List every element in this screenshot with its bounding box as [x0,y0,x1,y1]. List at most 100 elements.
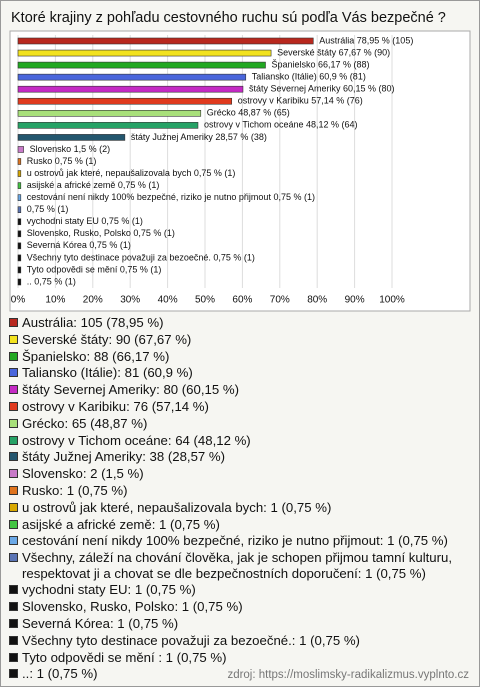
legend-item: ostrovy v Karibiku: 76 (57,14 %) [9,399,471,414]
bar [17,170,22,177]
bar [17,230,22,238]
bar [17,194,22,201]
legend-label: Severná Kórea: 1 (0,75 %) [22,615,179,631]
legend-swatch [9,401,18,411]
x-tick-label: 0% [11,295,26,306]
legend-item: Severské štáty: 90 (67,67 %) [9,332,471,347]
legend-swatch [9,435,18,445]
legend-label: cestování není nikdy 100% bezpečné, rizi… [22,533,448,549]
source: zdroj: https://moslimsky-radikalizmus.vy… [227,669,469,681]
data-label: cestování není nikdy 100% bezpečné, rizi… [27,192,315,202]
legend-item: Rusko: 1 (0,75 %) [9,483,471,498]
x-tick-label: 30% [120,295,140,306]
legend-item: Tyto odpovědi se mění : 1 (0,75 %) [9,650,471,665]
bar [17,122,199,129]
bar [17,278,22,286]
chart-title: Ktoré krajiny z pohľadu cestovného ruchu… [11,10,446,26]
legend-swatch [9,669,18,679]
legend-swatch [9,602,18,612]
legend-label: štáty Južnej Ameriky: 38 (28,57 %) [22,449,226,465]
data-label: Slovensko 1,5 % (2) [30,144,111,154]
legend-label: Rusko: 1 (0,75 %) [22,482,128,498]
legend-item: Všechny tyto destinace považuji za bezoe… [9,633,471,648]
legend-label: u ostrovů jak které, nepaušalizovala byc… [22,499,332,515]
legend-label: vychodni staty EU: 1 (0,75 %) [22,582,196,598]
x-tick-label: 100% [379,295,405,306]
bar [17,134,126,141]
data-label: vychodni staty EU 0,75 % (1) [27,216,143,226]
data-label: Taliansko (Itálie) 60,9 % (81) [252,72,366,82]
legend-swatch [9,553,18,563]
data-label: Rusko 0,75 % (1) [27,156,97,166]
legend-swatch [9,452,18,462]
legend-label: Slovensko: 2 (1,5 %) [22,466,144,482]
bar [17,73,247,81]
legend-item: Slovensko: 2 (1,5 %) [9,466,471,481]
legend-swatch [9,652,18,662]
data-label: asijské a africké země 0,75 % (1) [27,180,160,190]
bar [17,49,272,57]
legend-swatch [9,351,18,361]
data-label: u ostrovů jak které, nepaušalizovala byc… [27,168,236,178]
data-label: štáty Južnej Ameriky 28,57 % (38) [131,132,267,142]
data-label: ostrovy v Tichom oceáne 48,12 % (64) [204,120,358,130]
legend-item: Španielsko: 88 (66,17 %) [9,349,471,364]
legend-label: Všechny tyto destinace považuji za bezoe… [22,632,360,648]
legend-item: štáty Južnej Ameriky: 38 (28,57 %) [9,449,471,464]
legend-label: Taliansko (Itálie): 81 (60,9 %) [22,365,193,381]
data-label: 0,75 % (1) [27,204,69,214]
legend-swatch [9,418,18,428]
legend-swatch [9,385,18,395]
legend-swatch [9,585,18,595]
legend-swatch [9,334,18,344]
bar [17,206,22,213]
data-label: Severské štáty 67,67 % (90) [277,47,390,57]
x-tick-label: 90% [345,295,365,306]
bar [17,254,22,262]
legend-label: Grécko: 65 (48,87 %) [22,415,148,431]
legend-item: asijské a africké země: 1 (0,75 %) [9,517,471,532]
x-tick-label: 60% [232,295,252,306]
legend-swatch [9,469,18,479]
legend-item: ostrovy v Tichom oceáne: 64 (48,12 %) [9,433,471,448]
legend-swatch [9,618,18,628]
bar [17,146,24,153]
x-tick-label: 50% [195,295,215,306]
legend-item: ..: 1 (0,75 %) [9,666,471,681]
legend-label: ostrovy v Tichom oceáne: 64 (48,12 %) [22,432,251,448]
data-label: štáty Severnej Ameriky 60,15 % (80) [249,84,395,94]
data-label: Španielsko 66,17 % (88) [271,59,369,69]
x-tick-label: 20% [83,295,103,306]
legend-label: Severské štáty: 90 (67,67 %) [22,331,192,347]
bar [17,97,233,105]
legend-swatch [9,635,18,645]
legend-label: Všechny, záleží na chování člověka, jak … [22,550,453,581]
bar [17,37,314,45]
legend-label: štáty Severnej Ameriky: 80 (60,15 %) [22,382,239,398]
legend-item: Všechny, záleží na chování člověka, jak … [9,550,471,581]
legend-item: Severná Kórea: 1 (0,75 %) [9,616,471,631]
legend-item: Taliansko (Itálie): 81 (60,9 %) [9,365,471,380]
legend-item: Grécko: 65 (48,87 %) [9,416,471,431]
data-label: Severná Kórea 0,75 % (1) [27,240,131,250]
data-label: Grécko 48,87 % (65) [207,108,290,118]
legend-swatch [9,519,18,529]
bar [17,182,22,189]
legend-label: Tyto odpovědi se mění : 1 (0,75 %) [22,649,227,665]
bar [17,218,22,226]
legend-label: ..: 1 (0,75 %) [22,666,98,682]
legend-swatch [9,318,18,327]
legend-label: Slovensko, Rusko, Polsko: 1 (0,75 %) [22,599,243,615]
legend-swatch [9,485,18,495]
data-label: Slovensko, Rusko, Polsko 0,75 % (1) [27,228,175,238]
legend: Austrália: 105 (78,95 %) Severské štáty: … [9,315,471,683]
legend-item: vychodni staty EU: 1 (0,75 %) [9,582,471,597]
data-label: .. 0,75 % (1) [27,276,76,286]
chart: 0% 10% 20% 30% 40% 50% 60% 70% 80% 90% 100% Austrál… [9,30,471,312]
data-label: Tyto odpovědi se mění 0,75 % (1) [27,264,162,274]
bar [17,110,202,117]
bar [17,61,266,69]
legend-swatch [9,536,18,546]
x-tick-label: 80% [307,295,327,306]
bar [17,266,22,274]
